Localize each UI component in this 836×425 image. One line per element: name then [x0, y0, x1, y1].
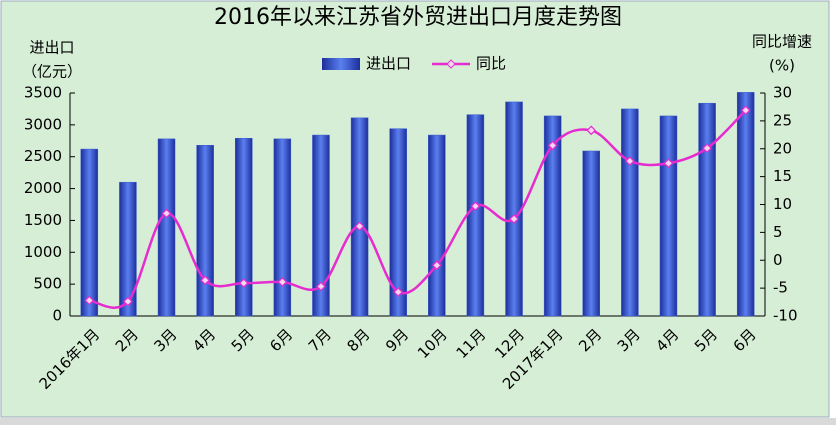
y2-tick-label: 10 [773, 195, 792, 213]
y-tick-label: 500 [33, 275, 62, 293]
y2-tick-label: -5 [773, 279, 788, 297]
bar [235, 137, 253, 317]
y-tick-label: 3500 [24, 84, 62, 102]
y2-tick-label: 0 [773, 251, 783, 269]
y-tick-label: 0 [52, 307, 62, 325]
line-marker [84, 295, 95, 306]
bar [736, 92, 755, 317]
line-marker [509, 214, 519, 224]
line-marker [354, 221, 365, 232]
line-marker [740, 105, 751, 116]
bar [505, 101, 523, 317]
bar [350, 117, 369, 317]
legend-swatch [322, 58, 360, 70]
bar [80, 148, 99, 317]
legend-label: 进出口 [366, 55, 411, 73]
bar [582, 150, 600, 317]
line-marker [161, 208, 172, 219]
y-axis-label: （亿元） [22, 63, 82, 81]
bar [543, 115, 562, 317]
y2-tick-label: -10 [773, 307, 798, 325]
bar [157, 138, 176, 317]
bar [389, 128, 407, 317]
line-marker [625, 156, 635, 166]
line-marker [200, 275, 210, 286]
chart-background [0, 0, 830, 418]
y2-axis-label: 同比增速 [752, 33, 812, 51]
y2-axis-label: (%) [769, 57, 795, 75]
bar [698, 102, 716, 317]
line-marker [663, 158, 674, 169]
y2-tick-label: 30 [773, 84, 792, 102]
y-tick-label: 3000 [24, 115, 62, 133]
line-marker [277, 277, 288, 287]
y-tick-label: 1500 [24, 211, 62, 229]
y-axis-label: 进出口 [29, 39, 74, 57]
chart-title: 2016年以来江苏省外贸进出口月度走势图 [214, 5, 622, 30]
legend-marker [446, 59, 456, 69]
line-marker [547, 140, 558, 151]
line-marker [238, 278, 249, 288]
bar [312, 134, 330, 317]
y-tick-label: 2500 [24, 147, 62, 165]
bar [273, 138, 292, 317]
y2-tick-label: 5 [773, 223, 783, 241]
line-marker [586, 125, 597, 136]
line-marker [702, 143, 712, 154]
bar [621, 108, 639, 317]
bottom-strip [0, 418, 836, 425]
line-marker [393, 287, 404, 297]
line-marker [123, 296, 133, 307]
bar [196, 144, 214, 317]
y2-tick-label: 20 [773, 139, 792, 157]
y-tick-label: 2000 [24, 179, 62, 197]
legend-label: 同比 [476, 55, 506, 73]
bar [659, 115, 678, 317]
bar [466, 114, 485, 317]
line-marker [470, 201, 481, 212]
bar [428, 134, 446, 317]
bar [119, 181, 137, 317]
y2-tick-label: 25 [773, 111, 792, 129]
y-tick-label: 1000 [24, 243, 62, 261]
y2-tick-label: 15 [773, 167, 792, 185]
line-marker [431, 260, 442, 271]
line-marker [316, 281, 326, 292]
